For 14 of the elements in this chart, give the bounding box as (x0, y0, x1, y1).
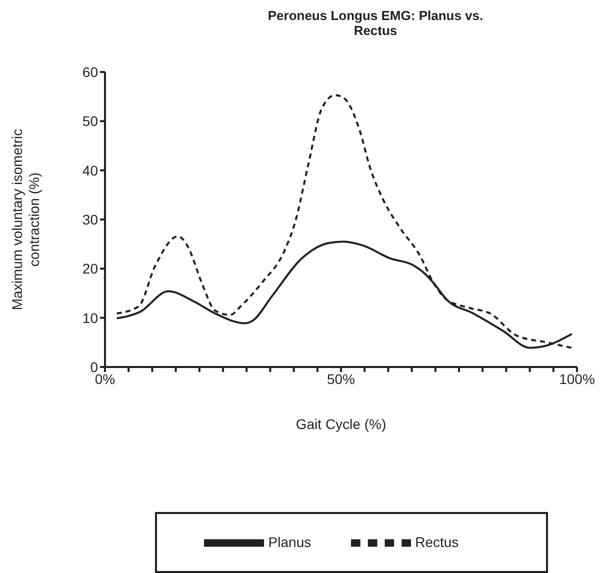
y-tick-label: 10 (82, 310, 98, 326)
x-tick-label: 100% (559, 370, 595, 387)
legend-label: Rectus (415, 534, 459, 550)
line-series (116, 94, 573, 349)
legend-label: Planus (268, 534, 312, 550)
x-axis-title: Gait Cycle (%) (296, 416, 386, 432)
chart-title: Peroneus Longus EMG: Planus vs. Rectus (266, 8, 484, 38)
y-tick-label: 30 (82, 211, 98, 228)
y-tick-label: 60 (82, 64, 98, 80)
y-axis-title: Maximum voluntary isometric contraction (%) (9, 128, 42, 310)
y-tick-label: 50 (82, 113, 98, 130)
y-tick-label: 40 (82, 162, 98, 178)
x-tick-label: 50% (326, 370, 356, 387)
y-tick-label: 20 (82, 260, 98, 277)
